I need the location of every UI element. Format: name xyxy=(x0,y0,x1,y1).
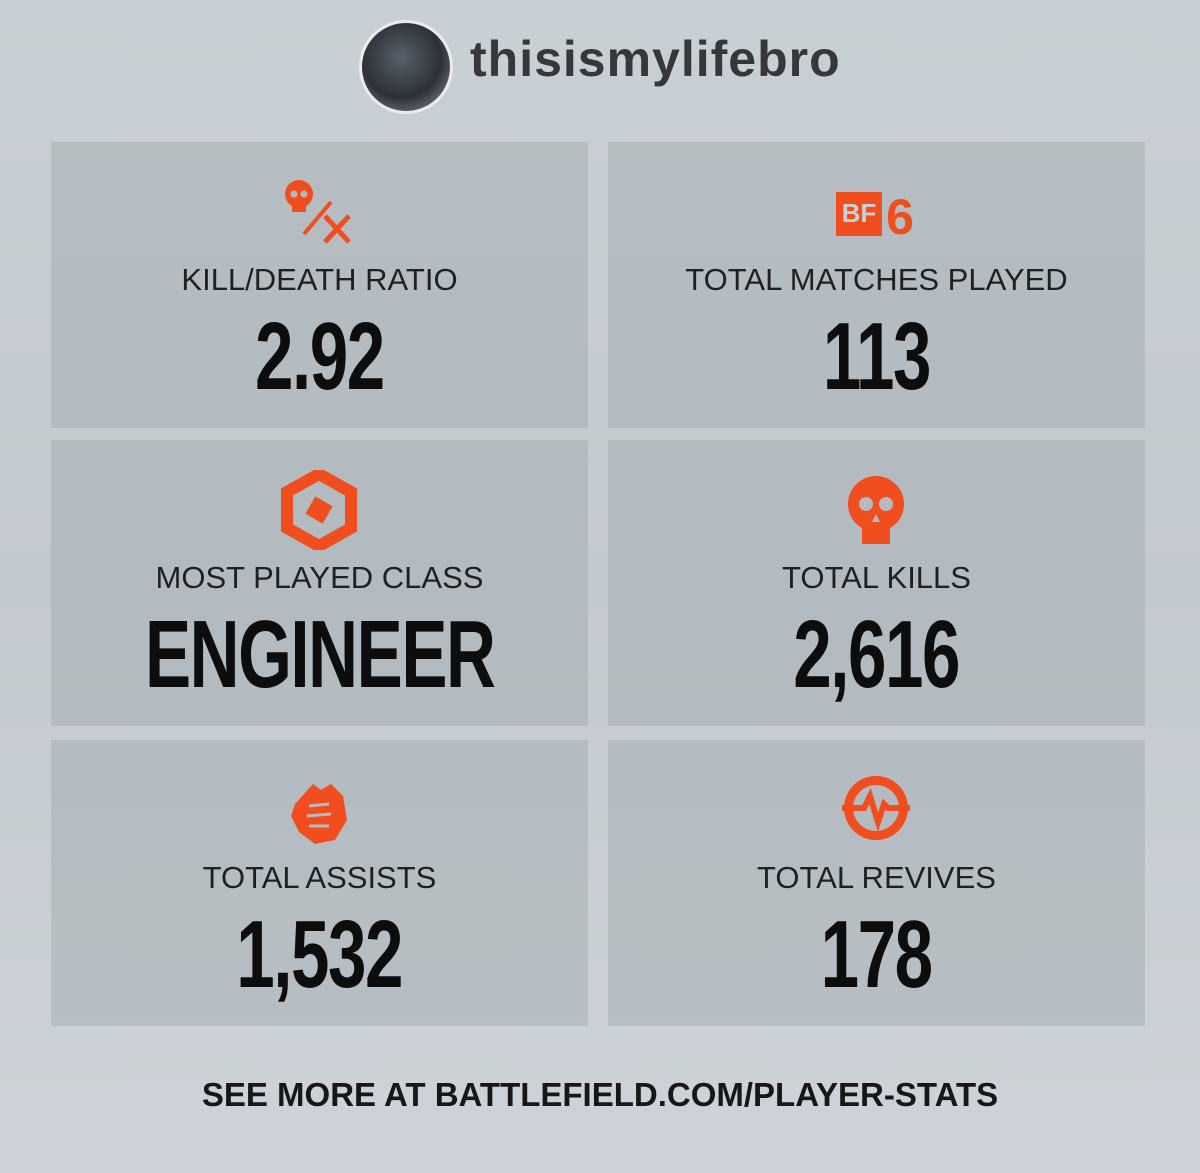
stat-value: 113 xyxy=(608,302,1145,412)
stat-label: TOTAL REVIVES xyxy=(757,860,996,895)
stat-value-text: 178 xyxy=(820,901,933,1008)
stat-value: 178 xyxy=(608,900,1145,1010)
kills-icon xyxy=(848,476,904,544)
kd-icon xyxy=(285,180,351,244)
stat-card: TOTAL REVIVES 178 xyxy=(608,740,1145,1026)
class-icon xyxy=(281,470,357,550)
revives-icon xyxy=(842,776,910,840)
assists-icon xyxy=(291,784,347,844)
stat-card: TOTAL ASSISTS 1,532 xyxy=(51,740,588,1026)
stat-label: KILL/DEATH RATIO xyxy=(181,262,458,297)
stat-label: TOTAL KILLS xyxy=(782,560,971,595)
avatar xyxy=(359,20,453,114)
stat-value-text: 1,532 xyxy=(236,901,404,1008)
badge-text: BF xyxy=(842,198,877,228)
bf6-icon: BF 6 xyxy=(836,189,914,245)
stat-value-text: 2,616 xyxy=(793,601,961,708)
stat-label: TOTAL ASSISTS xyxy=(202,860,437,895)
stat-card: BF 6 TOTAL MATCHES PLAYED 113 xyxy=(608,142,1145,428)
stat-card: TOTAL KILLS 2,616 xyxy=(608,440,1145,726)
badge-number: 6 xyxy=(886,189,914,245)
username: thisismylifebro xyxy=(470,31,841,87)
stat-value-text: 113 xyxy=(822,303,932,410)
stat-value: ENGINEER xyxy=(51,600,588,710)
stat-value-text: ENGINEER xyxy=(144,601,496,708)
stat-value: 1,532 xyxy=(51,900,588,1010)
stat-card: KILL/DEATH RATIO 2.92 xyxy=(51,142,588,428)
stat-value-text: 2.92 xyxy=(255,303,385,410)
stat-value: 2,616 xyxy=(608,600,1145,710)
stat-card: MOST PLAYED CLASS ENGINEER xyxy=(51,440,588,726)
footer-link[interactable]: SEE MORE AT BATTLEFIELD.COM/PLAYER-STATS xyxy=(201,1076,999,1113)
stat-label: TOTAL MATCHES PLAYED xyxy=(685,262,1068,297)
stat-value: 2.92 xyxy=(51,302,588,412)
stat-label: MOST PLAYED CLASS xyxy=(155,560,484,595)
